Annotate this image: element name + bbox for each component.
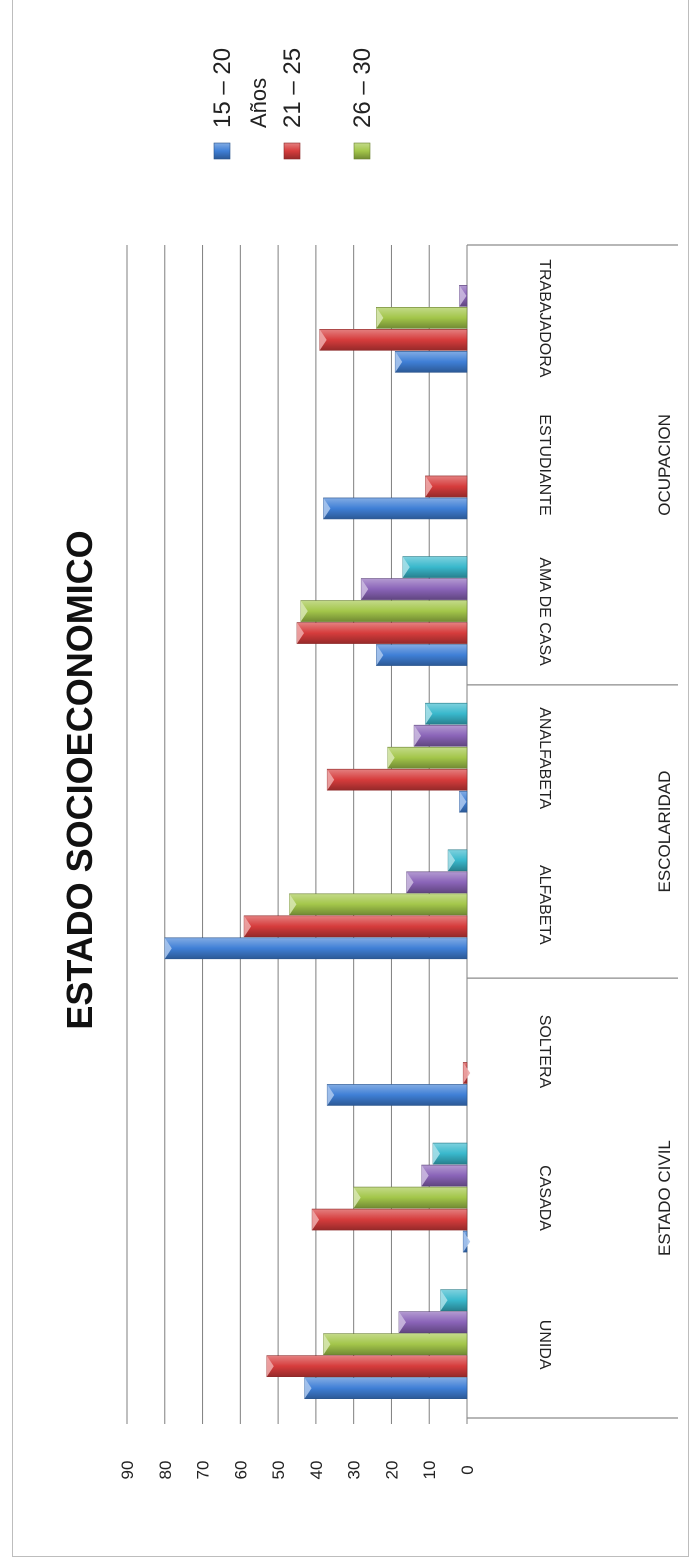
- y-tick-label: 80: [156, 1461, 175, 1480]
- category-label: ANALFABETA: [536, 707, 553, 809]
- group-label: OCUPACION: [655, 414, 674, 516]
- bar-bevel: [448, 849, 456, 871]
- bar-bevel: [312, 1209, 320, 1231]
- legend-swatch: [213, 142, 231, 160]
- bar-bevel: [414, 725, 422, 747]
- bar: [394, 351, 468, 373]
- bar: [326, 768, 468, 791]
- legend-label: 26 – 30: [349, 48, 376, 128]
- category-label: SOLTERA: [536, 1015, 553, 1089]
- bar-bevel: [353, 1187, 361, 1209]
- bar-bevel: [289, 893, 297, 915]
- legend-swatch: [353, 142, 371, 160]
- legend-label: 21 – 25: [279, 48, 306, 128]
- bar-bevel: [164, 937, 172, 959]
- bar: [164, 937, 468, 960]
- bar: [243, 915, 468, 938]
- group-label: ESCOLARIDAD: [655, 771, 674, 893]
- bar: [326, 1084, 468, 1106]
- bar-bevel: [463, 1062, 471, 1084]
- bar-bevel: [376, 644, 384, 666]
- category-label: ESTUDIANTE: [536, 414, 553, 515]
- bar: [289, 893, 468, 916]
- bar: [300, 600, 468, 622]
- bar: [319, 329, 468, 351]
- legend-swatch: [283, 142, 301, 160]
- y-tick-label: 90: [118, 1461, 137, 1480]
- bar: [402, 556, 468, 578]
- bar: [296, 622, 468, 644]
- chart-title: ESTADO SOCIOECONOMICO: [59, 530, 100, 1029]
- bar-bevel: [459, 791, 467, 813]
- legend-label: 15 – 20: [209, 48, 236, 128]
- bar-bevel: [395, 351, 403, 373]
- bar: [311, 1208, 468, 1231]
- bar: [398, 1311, 468, 1333]
- bar: [360, 578, 468, 600]
- bar-bevel: [406, 871, 414, 893]
- bar-bevel: [361, 578, 369, 600]
- category-label: ALFABETA: [536, 865, 553, 945]
- bar: [406, 871, 468, 894]
- bar: [266, 1355, 468, 1377]
- bar-bevel: [463, 1231, 471, 1253]
- chart-frame: [12, 0, 689, 1557]
- bar-bevel: [297, 622, 304, 644]
- bar-bevel: [323, 1333, 331, 1355]
- y-tick-label: 30: [345, 1461, 364, 1480]
- y-tick-label: 10: [420, 1461, 439, 1480]
- y-tick-label: 20: [382, 1461, 401, 1480]
- bar-bevel: [459, 285, 467, 307]
- bar-bevel: [376, 307, 384, 329]
- bar: [323, 1333, 468, 1355]
- bar: [376, 644, 468, 666]
- bar-bevel: [244, 915, 252, 937]
- bar: [376, 307, 468, 329]
- bar-bevel: [323, 497, 331, 519]
- bar: [387, 746, 468, 769]
- bar-bevel: [327, 1084, 335, 1106]
- group-label: ESTADO CIVIL: [655, 1140, 674, 1256]
- bar-bevel: [266, 1355, 274, 1377]
- y-tick-label: 70: [194, 1461, 213, 1480]
- bar: [413, 724, 468, 747]
- bar-bevel: [440, 1289, 448, 1311]
- y-tick-label: 0: [458, 1465, 477, 1474]
- bar-bevel: [402, 556, 410, 578]
- category-label: TRABAJADORA: [536, 259, 553, 378]
- bar-bevel: [399, 1311, 406, 1333]
- y-tick-label: 50: [269, 1461, 288, 1480]
- bar-bevel: [425, 475, 433, 497]
- bar-bevel: [304, 1377, 312, 1399]
- category-label: CASADA: [536, 1165, 553, 1231]
- bar: [353, 1186, 468, 1209]
- bar-bevel: [387, 747, 395, 769]
- bar-bevel: [327, 769, 335, 791]
- category-label: UNIDA: [536, 1320, 553, 1370]
- bar-bevel: [433, 1143, 440, 1165]
- legend-title: Años: [246, 78, 271, 128]
- y-tick-label: 60: [231, 1461, 250, 1480]
- bar-bevel: [319, 329, 327, 351]
- y-tick-label: 40: [307, 1461, 326, 1480]
- bar: [323, 497, 468, 520]
- bar: [304, 1377, 468, 1399]
- bar-bevel: [425, 703, 433, 725]
- category-label: AMA DE CASA: [536, 557, 553, 666]
- bar-bevel: [421, 1165, 429, 1187]
- bar-bevel: [300, 600, 308, 622]
